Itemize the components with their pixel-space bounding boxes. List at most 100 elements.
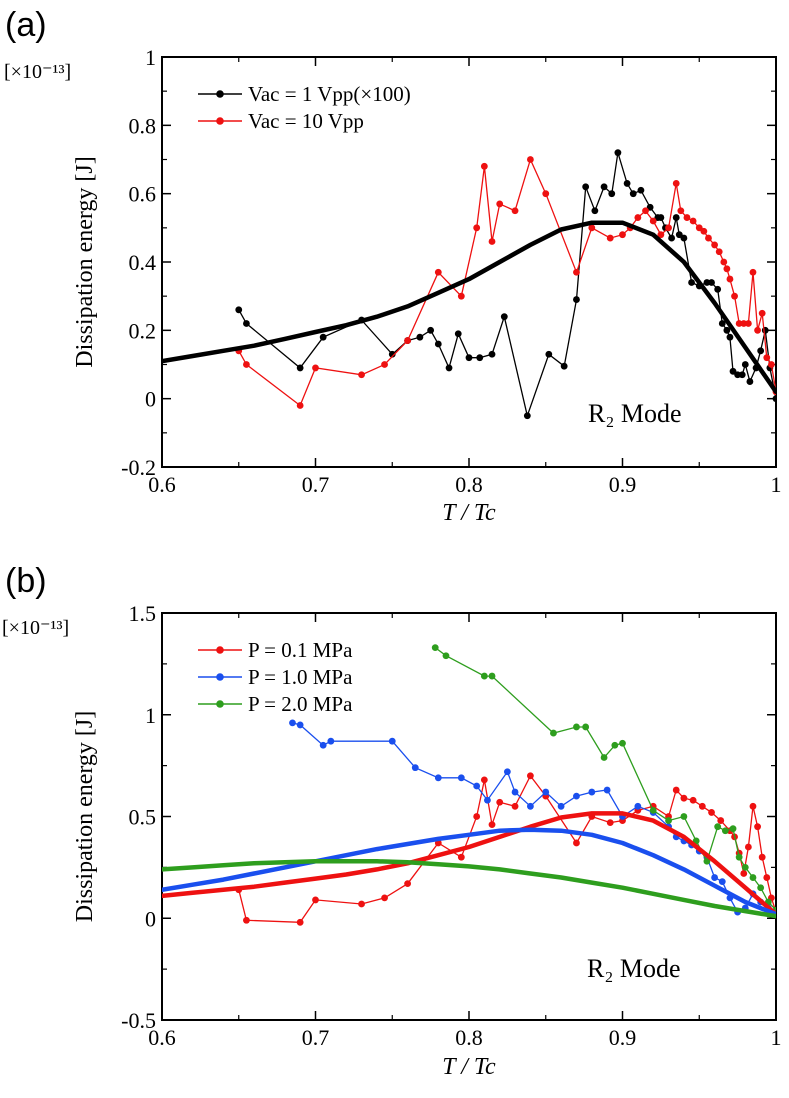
data-point <box>573 268 580 276</box>
data-point <box>711 874 718 881</box>
data-point <box>708 279 715 286</box>
legend-marker <box>216 646 224 654</box>
data-point <box>557 802 565 810</box>
data-point <box>705 234 712 242</box>
data-point <box>758 309 766 317</box>
panel-label: (a) <box>5 6 47 44</box>
data-point <box>611 741 619 749</box>
data-point <box>560 362 568 370</box>
data-point <box>457 853 465 861</box>
legend-label: P = 1.0 MPa <box>248 665 353 689</box>
data-point <box>623 180 631 187</box>
data-point <box>731 292 738 300</box>
data-point <box>657 214 665 221</box>
legend-label: P = 2.0 MPa <box>248 692 353 716</box>
data-point <box>573 839 580 847</box>
data-point <box>680 234 688 242</box>
fit-curve-3 <box>162 811 776 917</box>
data-point <box>600 754 608 761</box>
data-point <box>488 238 496 245</box>
x-tick-label: 1 <box>771 472 782 497</box>
data-point <box>689 796 697 804</box>
data-point <box>496 200 504 208</box>
data-point <box>634 214 642 221</box>
x-tick-label: 0.9 <box>609 1025 637 1050</box>
data-point <box>454 330 462 338</box>
y-tick-label: -0.2 <box>121 455 156 480</box>
data-point <box>754 326 761 334</box>
data-point <box>698 802 706 810</box>
data-point <box>480 776 488 784</box>
scale-factor-label: [×10⁻¹³] <box>4 61 71 83</box>
x-axis-title: T / Tc <box>442 1054 496 1080</box>
y-tick-label: 1.5 <box>129 601 157 626</box>
data-point <box>523 412 531 420</box>
data-point <box>480 672 488 680</box>
data-point <box>591 207 599 215</box>
data-point <box>744 320 752 327</box>
data-point <box>381 894 388 902</box>
data-point <box>388 737 396 745</box>
data-point <box>434 340 442 348</box>
data-point <box>677 207 685 215</box>
data-point <box>665 224 672 232</box>
data-point <box>714 285 722 293</box>
data-point <box>243 320 250 327</box>
data-point <box>718 878 726 886</box>
data-point <box>735 853 743 861</box>
data-point <box>689 217 697 225</box>
data-point <box>657 231 665 239</box>
x-tick-label: 0.7 <box>302 472 330 497</box>
data-point <box>243 361 250 368</box>
data-point <box>649 806 657 814</box>
y-tick-label: 1 <box>145 703 156 728</box>
legend-entry: P = 1.0 MPa <box>198 665 353 689</box>
data-point <box>726 333 734 341</box>
data-point <box>749 802 757 810</box>
data-point <box>711 241 718 249</box>
data-point <box>738 371 746 379</box>
data-point <box>473 782 481 790</box>
panel-label: (b) <box>5 562 47 600</box>
data-point <box>358 371 365 379</box>
x-tick-label: 0.8 <box>455 472 483 497</box>
data-point <box>388 350 396 358</box>
legend-marker <box>216 700 224 708</box>
data-point <box>573 723 580 731</box>
data-point <box>296 721 304 729</box>
data-point <box>473 813 481 820</box>
data-point <box>606 819 614 827</box>
data-point <box>741 863 749 871</box>
y-tick-label: 0.5 <box>129 805 157 830</box>
data-point <box>723 265 731 273</box>
legend-entry: P = 0.1 MPa <box>198 638 353 662</box>
chart-panel-a: (a) [×10⁻¹³] 0.6 0.7 0.8 0.9 1 -0.2 0 0.2 0.4 0.6 0.… <box>4 6 782 526</box>
data-point <box>721 827 729 835</box>
x-tick-label: 0.9 <box>609 472 637 497</box>
data-point <box>619 231 626 239</box>
mode-annotation: R₂ Mode <box>587 954 681 983</box>
data-point <box>757 884 765 892</box>
data-point <box>496 798 504 806</box>
data-point <box>404 880 411 888</box>
data-point <box>758 853 766 861</box>
data-point <box>527 772 534 780</box>
data-point <box>500 313 508 321</box>
x-tick-label: 0.8 <box>455 1025 483 1050</box>
data-point <box>484 796 491 804</box>
chart-panel-b: (b) [×10⁻¹³] 0.6 0.7 0.8 0.9 1 -0.5 0 0.5 1 1.5 Diss… <box>2 562 782 1080</box>
data-point <box>411 764 419 772</box>
data-point <box>582 183 590 191</box>
data-point <box>763 354 771 362</box>
data-point <box>457 292 465 300</box>
data-point <box>757 347 765 355</box>
data-point <box>741 361 749 368</box>
data-point <box>763 874 771 881</box>
data-point <box>573 792 580 800</box>
y-tick-label: 1 <box>145 45 156 70</box>
data-point <box>545 350 553 358</box>
series-line-1 <box>292 722 776 913</box>
data-point <box>665 817 672 824</box>
data-point <box>235 306 243 314</box>
